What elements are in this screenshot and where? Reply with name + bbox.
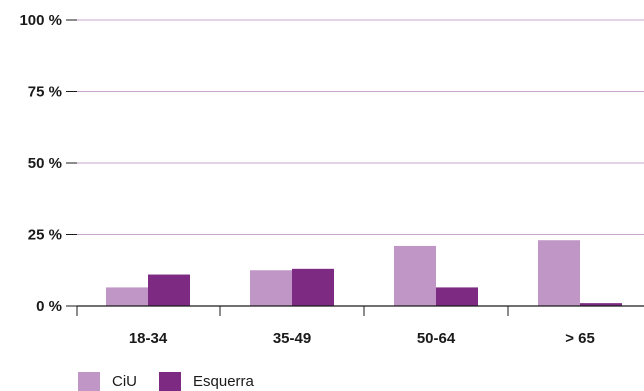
x-axis: 18-34 35-49 50-64 > 65 [76, 305, 644, 347]
legend-item-ciu: CiU [78, 372, 137, 391]
bar-esquerra-0 [148, 274, 190, 306]
y-axis: 0 % 25 % 50 % 75 % 100 % [19, 12, 77, 315]
legend-swatch-ciu [78, 372, 100, 391]
y-tick-label-1: 25 % [28, 227, 62, 244]
y-tick-label-4: 100 % [19, 12, 62, 29]
y-tick-label-3: 75 % [28, 84, 62, 101]
legend: CiU Esquerra [78, 372, 276, 391]
legend-label-esquerra: Esquerra [193, 373, 254, 390]
bar-ciu-1 [250, 270, 292, 306]
bar-esquerra-2 [436, 287, 478, 306]
bar-ciu-3 [538, 240, 580, 306]
x-tick-label-0: 18-34 [129, 330, 168, 347]
bar-ciu-0 [106, 287, 148, 306]
y-tick-label-2: 50 % [28, 155, 62, 172]
legend-item-esquerra: Esquerra [159, 372, 254, 391]
x-tick-label-3: > 65 [565, 330, 595, 347]
x-tick-label-1: 35-49 [273, 330, 311, 347]
x-tick-label-2: 50-64 [417, 330, 456, 347]
bar-esquerra-1 [292, 268, 334, 306]
legend-label-ciu: CiU [112, 373, 137, 390]
bars [106, 240, 622, 306]
legend-swatch-esquerra [159, 372, 181, 391]
bar-esquerra-3 [580, 303, 622, 306]
y-tick-label-0: 0 % [36, 298, 62, 315]
gridlines [77, 19, 644, 235]
bar-ciu-2 [394, 245, 436, 306]
